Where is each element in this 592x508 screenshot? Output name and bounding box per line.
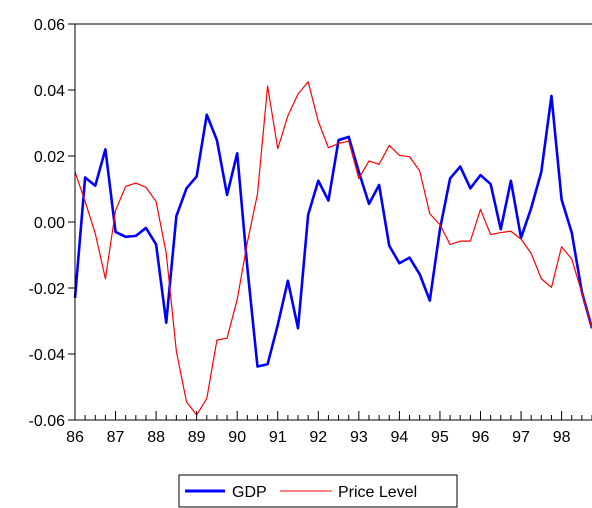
x-tick-label: 89 [188,429,206,446]
x-tick-label: 87 [107,429,125,446]
plot-area [75,24,592,420]
y-tick-label: -0.02 [29,281,66,298]
y-tick-label: -0.06 [29,413,66,430]
x-tick-label: 90 [228,429,246,446]
y-tick-label: 0.00 [34,215,65,232]
x-tick-label: 98 [553,429,571,446]
x-tick-label: 88 [147,429,165,446]
y-tick-label: 0.06 [34,17,65,34]
series-layer [73,81,592,416]
legend-label-gdp: GDP [232,484,267,501]
x-tick-label: 94 [390,429,408,446]
x-tick-label: 97 [512,429,530,446]
x-tick-label: 93 [350,429,368,446]
x-tick-label: 96 [472,429,490,446]
y-tick-label: -0.04 [29,347,66,364]
x-tick-label: 92 [309,429,327,446]
y-tick-label: 0.04 [34,83,65,100]
x-tick-label: 86 [66,429,84,446]
series-line-gdp [73,94,592,368]
x-tick-label: 95 [431,429,449,446]
legend-label-price-level: Price Level [338,484,417,501]
series-line-price-level [74,81,592,416]
legend: GDP Price Level [178,474,458,508]
x-tick-label: 91 [269,429,287,446]
y-tick-label: 0.02 [34,149,65,166]
